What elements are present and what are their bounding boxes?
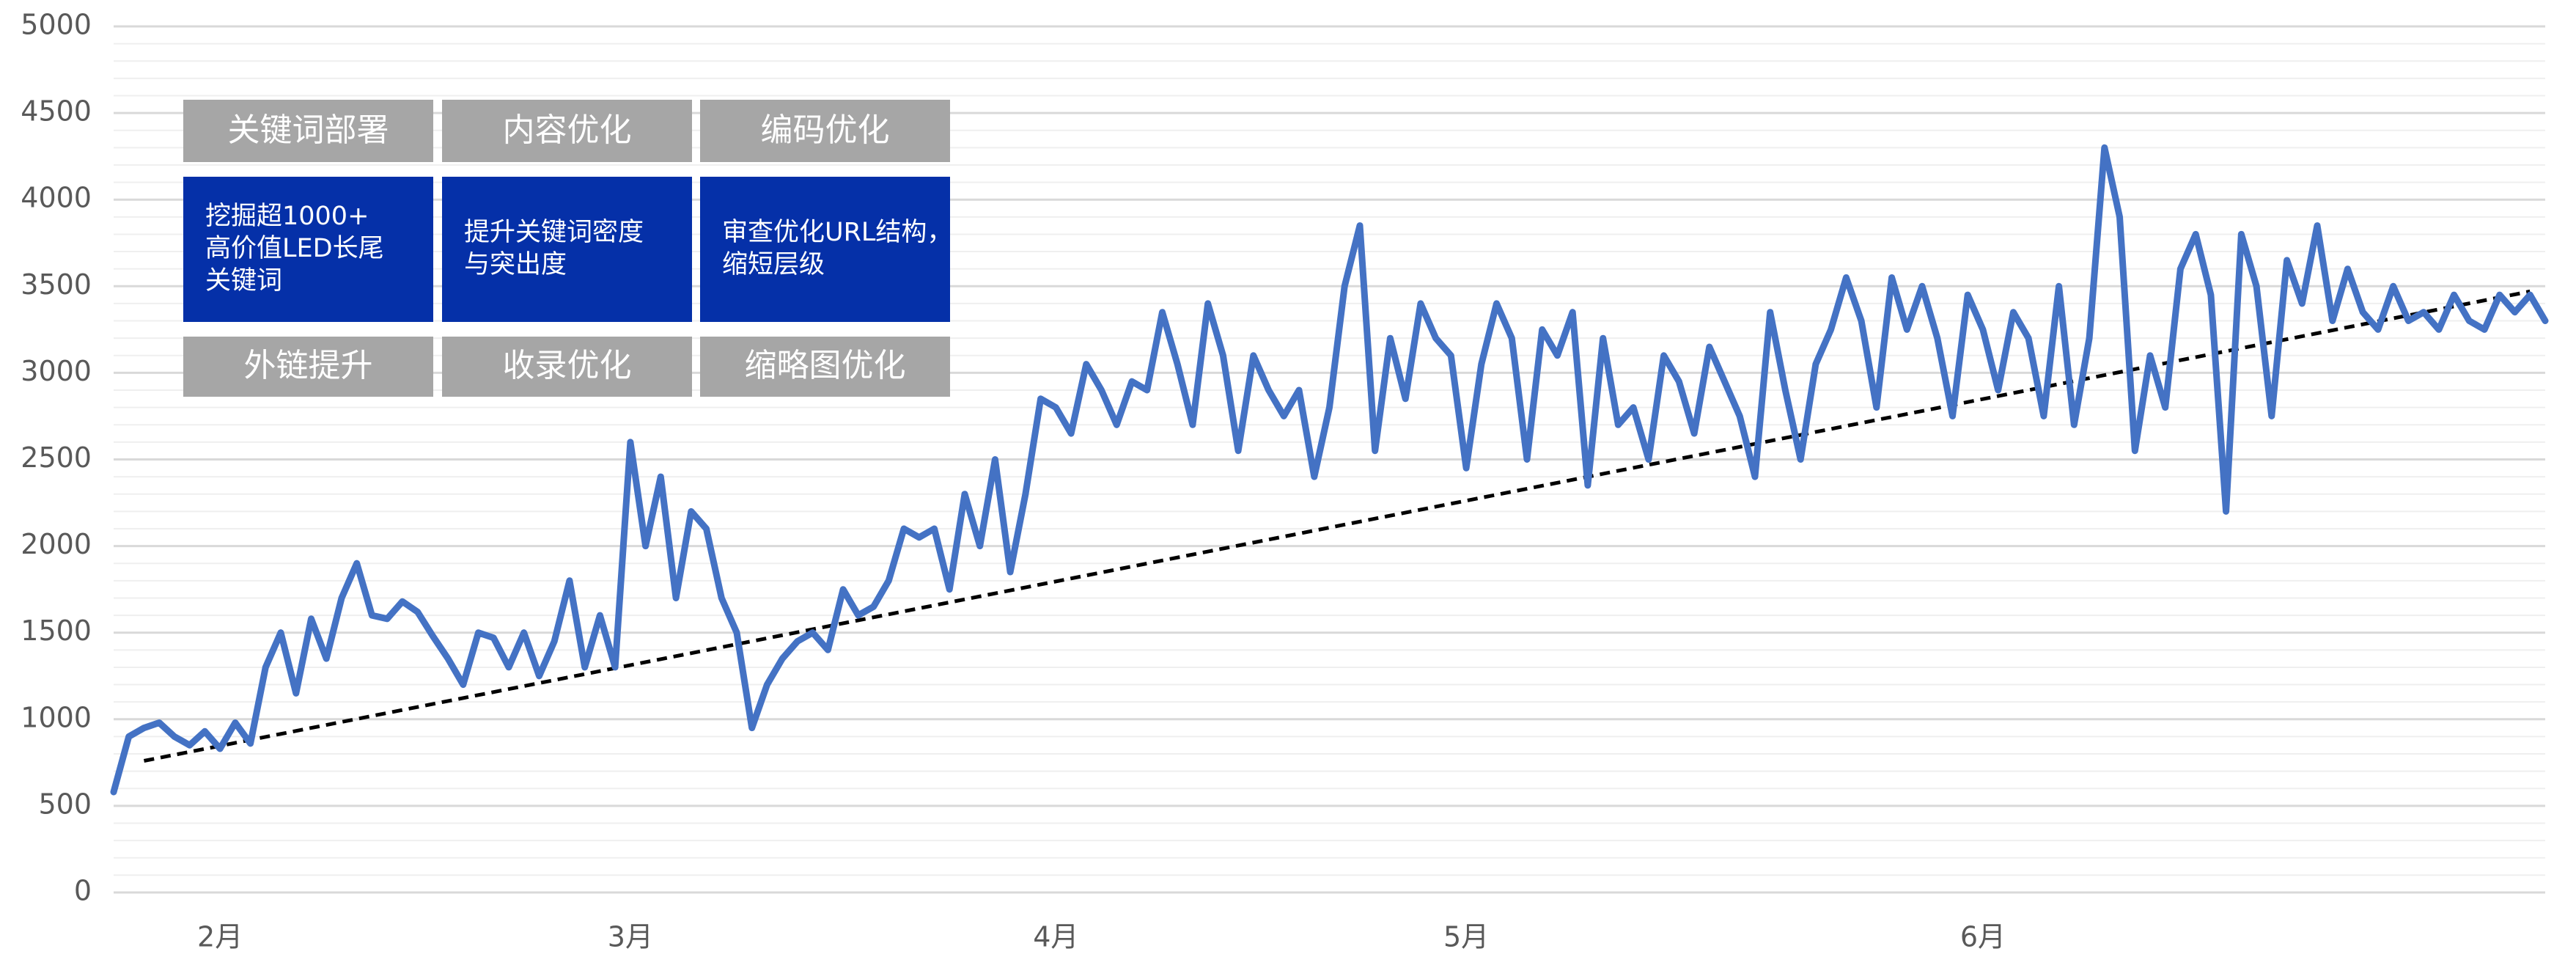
header-box — [442, 100, 692, 162]
y-tick-label: 2500 — [21, 441, 92, 474]
detail-label: 挖掘超1000+ — [205, 202, 369, 231]
y-tick-label: 4500 — [21, 95, 92, 128]
footer-label: 收录优化 — [503, 347, 632, 384]
data-line — [110, 144, 2549, 796]
x-tick-label: 6月 — [1960, 921, 2006, 953]
detail-label: 高价值LED长尾 — [205, 234, 384, 263]
x-tick-label: 2月 — [197, 921, 243, 953]
detail-box — [700, 177, 950, 322]
footer-box — [700, 337, 950, 397]
header-box — [700, 100, 950, 162]
y-tick-label: 3000 — [21, 355, 92, 387]
header-label: 内容优化 — [503, 111, 632, 149]
footer-label: 缩略图优化 — [745, 347, 906, 384]
detail-label: 关键词 — [205, 266, 282, 296]
y-tick-label: 1500 — [21, 615, 92, 647]
header-label: 编码优化 — [761, 111, 890, 149]
header-box — [183, 100, 433, 162]
detail-label: 缩短层级 — [722, 250, 825, 279]
y-tick-label: 4000 — [21, 182, 92, 214]
y-tick-label: 500 — [38, 788, 92, 820]
detail-label: 与突出度 — [464, 250, 567, 279]
x-tick-label: 5月 — [1443, 921, 1489, 953]
header-label: 关键词部署 — [228, 111, 389, 149]
footer-label: 外链提升 — [244, 347, 373, 384]
y-tick-label: 5000 — [21, 9, 92, 41]
footer-box — [442, 337, 692, 397]
x-tick-label: 4月 — [1033, 921, 1078, 953]
detail-box — [442, 177, 692, 322]
y-tick-label: 1000 — [21, 701, 92, 733]
y-tick-label: 2000 — [21, 528, 92, 560]
y-tick-label: 0 — [74, 875, 92, 907]
footer-box — [183, 337, 433, 397]
x-tick-label: 3月 — [608, 921, 653, 953]
detail-box — [183, 177, 433, 322]
detail-label: 提升关键词密度 — [464, 218, 644, 247]
detail-label: 审查优化URL结构， — [722, 218, 952, 247]
y-tick-label: 3500 — [21, 268, 92, 301]
